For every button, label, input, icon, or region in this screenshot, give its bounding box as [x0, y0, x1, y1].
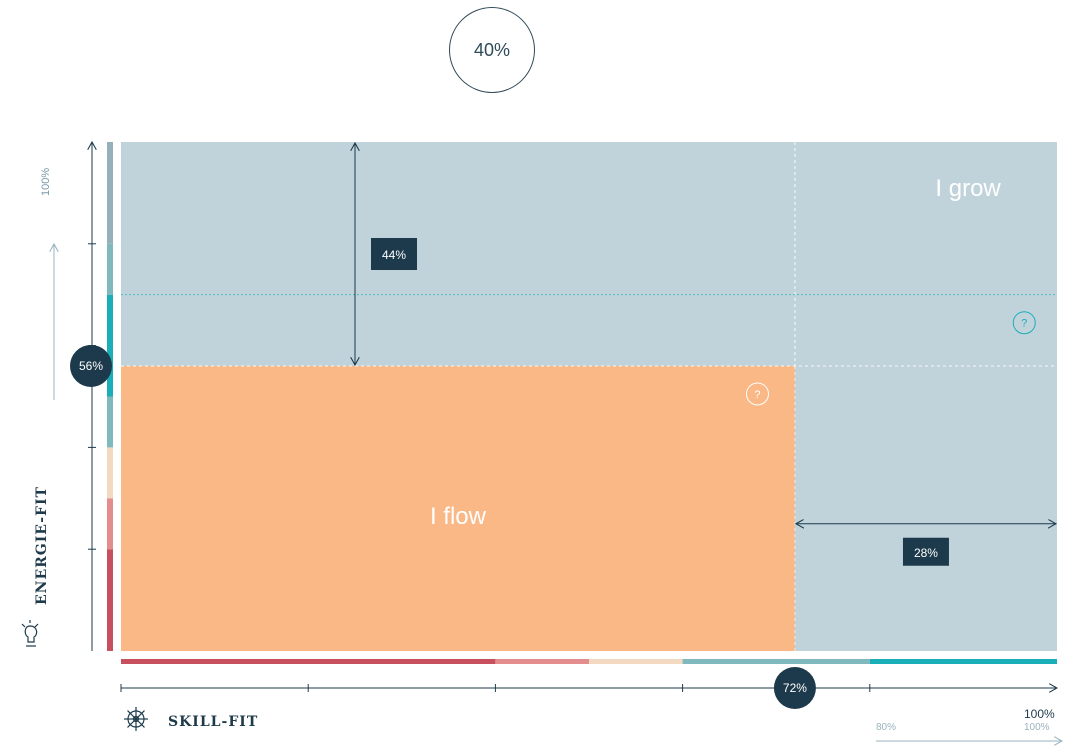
y-color-segment	[107, 396, 113, 448]
ship-wheel-spoke	[127, 710, 137, 720]
gap-label-horizontal: 28%	[914, 546, 938, 560]
energy-icon-ray	[34, 623, 39, 628]
overall-score-badge: 40%	[449, 7, 535, 93]
zone-label-i-flow: I flow	[430, 503, 487, 530]
zone-label-i-grow: I grow	[935, 175, 1001, 202]
gap-label-vertical: 44%	[382, 248, 406, 262]
y-axis-end-label: 100%	[40, 167, 52, 196]
y-color-segment	[107, 142, 113, 244]
y-color-segment	[107, 498, 113, 550]
y-value-marker	[70, 344, 112, 387]
x-color-segment	[682, 659, 870, 664]
energy-icon	[21, 620, 39, 647]
help-icon	[745, 382, 769, 406]
ship-wheel-spoke	[135, 710, 145, 720]
energy-icon-ray	[21, 623, 26, 628]
x-color-segment	[869, 659, 1057, 664]
y-color-segment	[107, 447, 113, 499]
y-value-marker-label: 56%	[79, 359, 103, 373]
help-icon-glyph: ?	[1021, 318, 1027, 330]
energy-icon-bulb	[24, 625, 38, 643]
sub-scale-start-label: 80%	[876, 722, 897, 733]
ship-wheel-icon	[124, 707, 148, 731]
help-icon-glyph: ?	[754, 389, 760, 401]
ship-wheel-spoke	[127, 718, 137, 728]
x-color-segment	[589, 659, 683, 664]
gap-label-box-vertical	[371, 238, 417, 270]
zone-i-flow	[121, 365, 795, 651]
sub-scale-end-label: 100%	[1024, 722, 1050, 733]
y-color-segment	[107, 243, 113, 295]
x-axis-title: SKILL-FIT	[168, 714, 259, 730]
gap-label-box-horizontal	[902, 537, 949, 566]
x-color-segment	[121, 659, 496, 664]
y-axis-title: ENERGIE-FIT	[34, 486, 50, 605]
ship-wheel-spoke	[135, 718, 145, 728]
x-axis-end-label: 100%	[1024, 707, 1055, 721]
y-color-segment	[107, 549, 113, 651]
x-color-segment	[495, 659, 589, 664]
x-value-marker-label: 72%	[783, 681, 807, 695]
help-icon	[1012, 311, 1036, 335]
y-color-segment	[107, 294, 113, 397]
x-value-marker	[773, 667, 816, 709]
